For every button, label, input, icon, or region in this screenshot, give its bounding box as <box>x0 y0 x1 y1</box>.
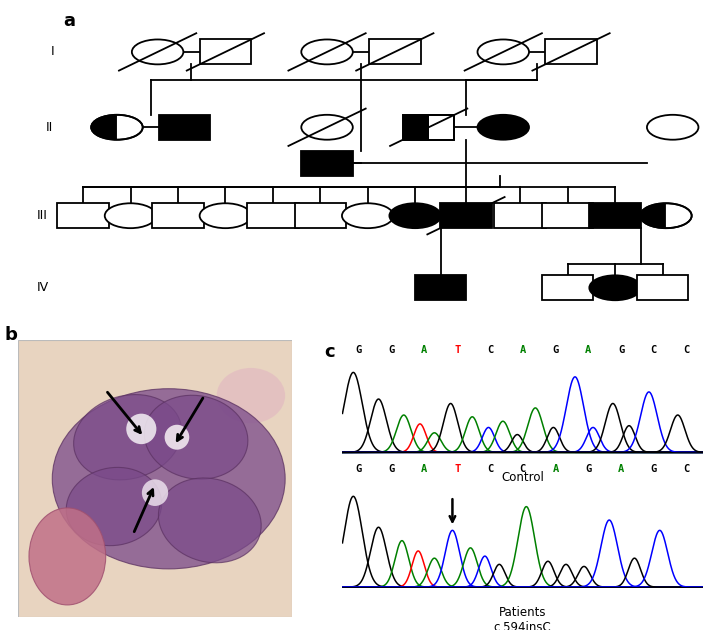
Bar <box>57 203 109 228</box>
Bar <box>200 40 251 64</box>
Text: G: G <box>650 464 657 474</box>
Bar <box>545 40 597 64</box>
Circle shape <box>91 115 143 140</box>
Circle shape <box>477 40 529 64</box>
Bar <box>369 40 420 64</box>
Text: T: T <box>454 464 460 474</box>
Bar <box>542 203 593 228</box>
Text: G: G <box>355 345 362 355</box>
Circle shape <box>164 425 189 450</box>
Ellipse shape <box>29 508 106 605</box>
Text: G: G <box>389 464 395 474</box>
Text: A: A <box>552 464 559 474</box>
Wedge shape <box>91 115 117 140</box>
Text: Control: Control <box>501 471 544 484</box>
Circle shape <box>132 40 183 64</box>
Circle shape <box>477 115 529 140</box>
Bar <box>152 203 204 228</box>
Text: C: C <box>520 464 526 474</box>
Text: C: C <box>684 464 690 474</box>
Text: C: C <box>650 345 657 355</box>
Text: C: C <box>487 464 493 474</box>
Circle shape <box>142 479 168 506</box>
Circle shape <box>200 203 251 228</box>
Bar <box>301 151 353 176</box>
Text: G: G <box>355 464 362 474</box>
Circle shape <box>301 115 353 140</box>
Circle shape <box>342 203 394 228</box>
Ellipse shape <box>53 389 286 569</box>
Text: c: c <box>324 343 335 362</box>
Bar <box>247 203 298 228</box>
Text: IV: IV <box>36 281 48 294</box>
Text: A: A <box>618 464 624 474</box>
Text: G: G <box>552 345 559 355</box>
Circle shape <box>389 203 441 228</box>
Text: A: A <box>585 345 591 355</box>
Circle shape <box>647 115 699 140</box>
Bar <box>403 115 454 140</box>
Bar <box>637 275 689 301</box>
Text: Patients
c.594insC: Patients c.594insC <box>494 606 552 630</box>
Bar <box>441 203 492 228</box>
Bar <box>495 203 546 228</box>
Ellipse shape <box>144 395 248 479</box>
Text: b: b <box>4 326 17 345</box>
Circle shape <box>126 414 156 444</box>
Text: II: II <box>45 121 53 134</box>
Bar <box>542 275 593 301</box>
Text: III: III <box>37 209 48 222</box>
Bar <box>403 115 429 140</box>
Text: T: T <box>454 345 460 355</box>
Ellipse shape <box>159 478 261 563</box>
Text: G: G <box>585 464 591 474</box>
Text: A: A <box>421 345 428 355</box>
Text: C: C <box>684 345 690 355</box>
Ellipse shape <box>66 467 162 546</box>
Bar <box>403 115 454 140</box>
Bar <box>159 115 211 140</box>
Text: A: A <box>520 345 526 355</box>
Bar <box>589 203 641 228</box>
Circle shape <box>105 203 156 228</box>
Circle shape <box>301 40 353 64</box>
Circle shape <box>640 203 691 228</box>
Text: G: G <box>618 345 624 355</box>
Ellipse shape <box>217 368 286 423</box>
Text: A: A <box>421 464 428 474</box>
Text: a: a <box>63 12 76 30</box>
Bar <box>415 275 466 301</box>
Ellipse shape <box>74 394 182 480</box>
Text: C: C <box>487 345 493 355</box>
Bar <box>294 203 346 228</box>
Wedge shape <box>640 203 666 228</box>
Circle shape <box>589 275 641 301</box>
Text: I: I <box>50 45 54 59</box>
Text: G: G <box>389 345 395 355</box>
